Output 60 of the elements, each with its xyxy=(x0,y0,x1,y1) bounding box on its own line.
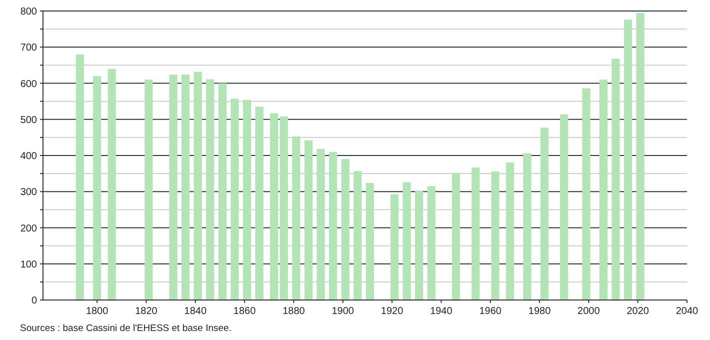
bar xyxy=(292,136,300,300)
y-tick-label: 400 xyxy=(20,151,38,162)
bar xyxy=(328,152,338,300)
x-tick-label: 1960 xyxy=(479,306,502,317)
bar xyxy=(242,100,252,300)
bar xyxy=(255,106,264,300)
bar xyxy=(354,171,362,300)
bar xyxy=(390,194,399,300)
bar xyxy=(452,172,460,300)
x-tick-label: 2040 xyxy=(676,306,699,317)
bar xyxy=(206,79,214,300)
y-tick-label: 700 xyxy=(20,42,38,54)
y-tick-label: 600 xyxy=(20,78,38,90)
bar xyxy=(427,186,436,300)
bar xyxy=(636,12,644,300)
bar xyxy=(304,140,313,300)
bar xyxy=(540,128,548,300)
bar xyxy=(169,74,178,300)
bar xyxy=(491,171,500,300)
y-tick-label: 500 xyxy=(20,114,38,126)
bar xyxy=(366,182,374,300)
bar xyxy=(472,167,480,300)
bar xyxy=(108,68,116,300)
bar xyxy=(194,72,202,300)
x-tick-label: 1900 xyxy=(332,306,354,317)
bar xyxy=(415,190,424,300)
y-tick-label: 200 xyxy=(20,223,38,234)
bar xyxy=(560,114,568,300)
bar xyxy=(582,88,590,300)
x-tick-label: 1920 xyxy=(380,306,404,317)
bar xyxy=(316,148,325,300)
y-tick-label: 100 xyxy=(20,259,38,270)
bar xyxy=(280,116,288,300)
x-tick-label: 2020 xyxy=(626,306,650,317)
x-tick-label: 1880 xyxy=(282,306,306,317)
bar xyxy=(76,54,84,300)
y-tick-label: 300 xyxy=(20,187,38,198)
bar xyxy=(270,113,278,300)
x-tick-label: 1820 xyxy=(135,306,158,317)
x-tick-label: 1940 xyxy=(430,306,453,317)
x-tick-label: 1800 xyxy=(86,306,109,317)
bar xyxy=(599,80,608,300)
x-tick-label: 1980 xyxy=(528,306,552,317)
bar xyxy=(612,58,620,300)
bar xyxy=(402,182,411,300)
x-tick-label: 2000 xyxy=(578,306,600,317)
bar xyxy=(144,80,153,300)
bar xyxy=(230,98,239,300)
source-note: Sources : base Cassini de l'EHESS et base Insee. xyxy=(20,323,232,334)
bar xyxy=(624,20,632,300)
bar xyxy=(523,153,532,300)
bar xyxy=(182,74,190,300)
bar xyxy=(218,83,226,300)
x-tick-label: 1860 xyxy=(233,306,256,317)
bar xyxy=(506,162,514,300)
y-tick-label: 0 xyxy=(31,296,38,306)
y-tick-label: 800 xyxy=(20,6,38,18)
bar xyxy=(93,76,102,300)
x-tick-label: 1840 xyxy=(184,306,207,317)
bar xyxy=(341,159,350,300)
